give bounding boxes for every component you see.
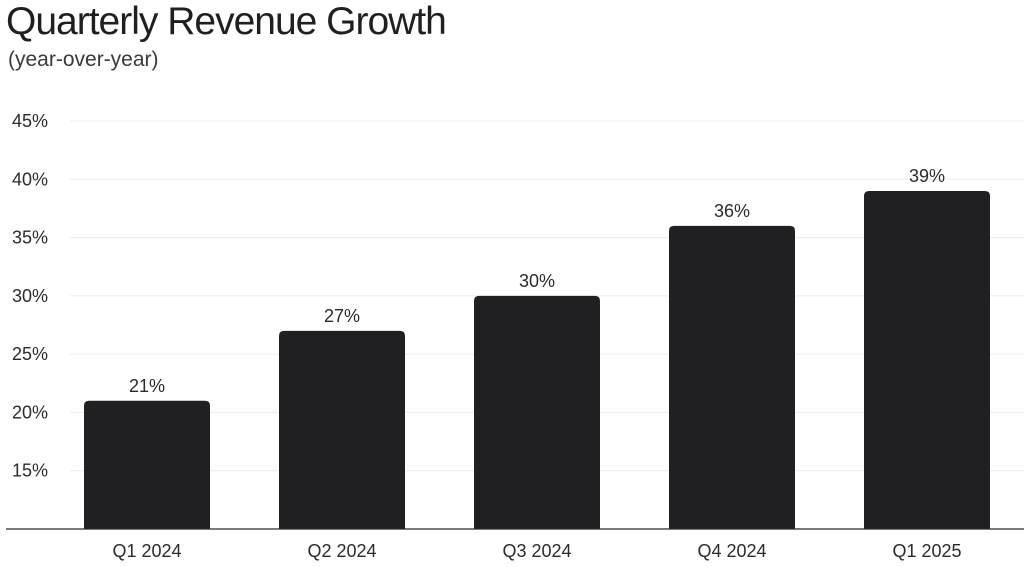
chart-subtitle: (year-over-year)	[8, 48, 159, 71]
bar-q4-2024	[669, 225, 795, 529]
y-tick-label: 20%	[12, 402, 48, 422]
y-tick-label: 30%	[12, 286, 48, 306]
y-tick-label: 35%	[12, 228, 48, 248]
y-axis-ticks: 15% 20% 25% 30% 35% 40% 45%	[12, 111, 48, 481]
data-label: 27%	[324, 306, 360, 326]
x-tick-label: Q2 2024	[307, 541, 376, 561]
bar-q3-2024	[474, 295, 600, 529]
bars: 21% 27% 30% 36% 39%	[84, 166, 990, 529]
data-label: 39%	[909, 166, 945, 186]
x-tick-label: Q1 2025	[892, 541, 961, 561]
bar-q1-2025	[864, 190, 990, 529]
x-tick-label: Q1 2024	[112, 541, 181, 561]
chart-title: Quarterly Revenue Growth	[6, 0, 447, 43]
y-tick-label: 45%	[12, 111, 48, 131]
data-label: 21%	[129, 376, 165, 396]
x-tick-label: Q4 2024	[697, 541, 766, 561]
x-axis-labels: Q1 2024 Q2 2024 Q3 2024 Q4 2024 Q1 2025	[112, 541, 961, 561]
x-tick-label: Q3 2024	[502, 541, 571, 561]
data-label: 30%	[519, 271, 555, 291]
y-tick-label: 40%	[12, 169, 48, 189]
y-tick-label: 25%	[12, 344, 48, 364]
bar-q2-2024	[279, 330, 405, 529]
y-tick-label: 15%	[12, 461, 48, 481]
bar-q1-2024	[84, 400, 210, 529]
data-label: 36%	[714, 201, 750, 221]
